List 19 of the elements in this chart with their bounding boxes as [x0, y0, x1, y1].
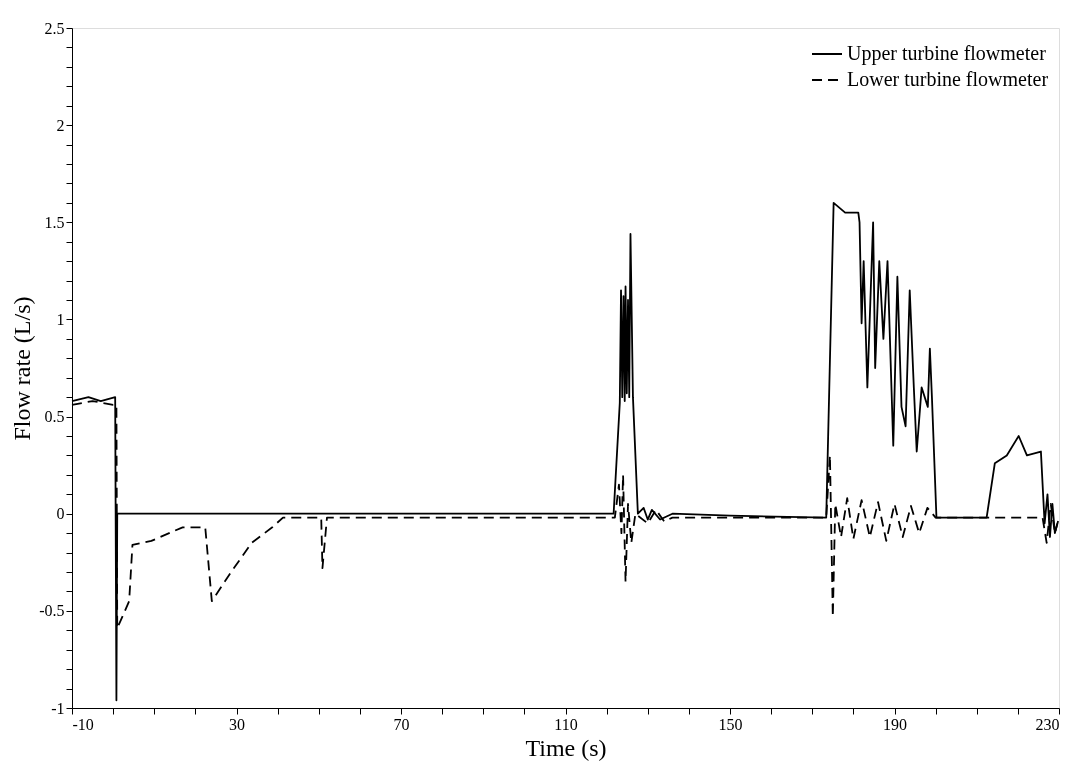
y-tick-label: 0.5: [44, 408, 65, 426]
x-axis-title: Time (s): [525, 734, 607, 761]
y-tick-label: -0.5: [39, 602, 65, 620]
x-tick-label: 70: [393, 715, 410, 733]
y-tick-label: 1: [56, 310, 65, 328]
y-tick-label: 2: [56, 116, 65, 134]
y-tick-label: 0: [56, 505, 65, 523]
legend-label: Upper turbine flowmeter: [847, 42, 1047, 65]
y-axis-title: Flow rate (L/s): [9, 296, 36, 441]
y-tick-label: 2.5: [44, 19, 65, 37]
x-tick-label: 30: [229, 715, 245, 733]
y-tick-label: 1.5: [44, 213, 65, 231]
x-tick-label: 150: [718, 715, 743, 733]
x-tick-label: 190: [883, 715, 907, 733]
legend-label: Lower turbine flowmeter: [847, 68, 1049, 90]
x-tick-label: -10: [72, 715, 94, 733]
x-tick-label: 110: [554, 715, 578, 733]
y-tick-label: -1: [51, 699, 65, 717]
x-tick-label: 230: [1035, 715, 1060, 733]
